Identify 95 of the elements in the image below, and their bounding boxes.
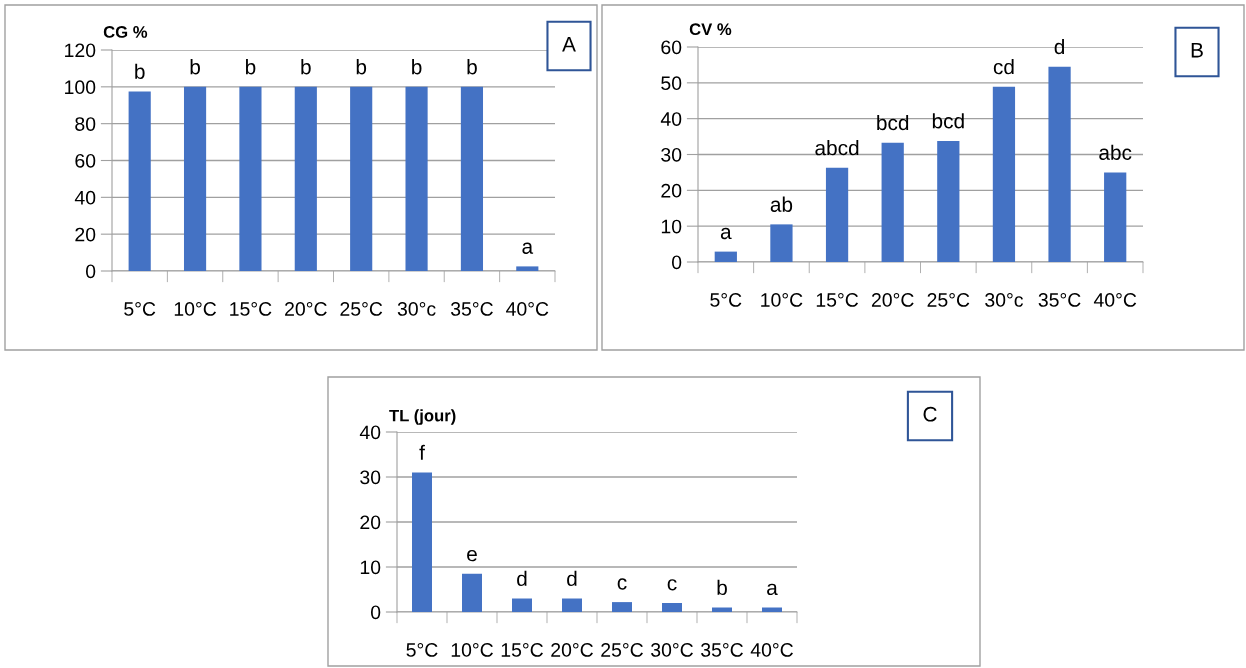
annotation: b [412,59,422,75]
bar [294,86,317,271]
y-tick-label: 0 [671,255,682,270]
annotation: d [1054,38,1065,55]
y-tick-label: 0 [85,264,96,279]
y-tick-label: 100 [65,80,96,95]
annotation: bcd [877,114,909,131]
x-tick-label: 40°C [1093,293,1137,307]
bar [350,86,373,271]
y-axis-title: TL (jour) [389,409,456,425]
x-tick-label: 10°C [451,643,493,657]
y-tick-label: 40 [660,112,682,126]
x-tick-label: 15°C [501,643,543,657]
bar [405,86,428,271]
x-tick-label: 35°C [701,643,743,657]
annotation: a [767,583,778,596]
x-tick-label: 15°C [816,293,859,307]
y-tick-label: 40 [74,190,96,205]
annotation: c [667,579,677,591]
x-tick-label: 5°C [406,643,438,657]
annotation: cd [993,59,1014,75]
y-axis-title: CV % [689,23,732,36]
x-tick-label: 5°C [124,302,156,316]
text: B [1191,43,1203,58]
x-tick-label: 20°C [871,293,914,307]
annotation: b [301,59,311,75]
x-tick-label: 35°C [450,302,493,316]
text: C [923,406,937,422]
bar [183,86,207,271]
annotation: c [617,578,627,590]
x-tick-label: 40°C [506,302,549,316]
bar [460,86,484,271]
y-tick-label: 20 [661,183,682,198]
x-tick-label: 25°C [927,293,970,307]
x-tick-label: 30°c [985,293,1023,307]
bar [412,472,432,612]
annotation: bcd [932,113,964,129]
bar [512,598,532,612]
x-tick-label: 5°C [710,293,742,307]
y-axis-title: CG % [103,26,148,38]
annotation: abcd [815,140,859,156]
annotation: b [717,579,727,596]
y-tick-label: 60 [661,40,682,55]
annotation: abc [1099,144,1132,160]
x-tick-label: 30°c [397,302,436,316]
y-tick-label: 40 [359,425,381,440]
y-tick-label: 80 [75,117,96,131]
y-tick-label: 0 [370,605,381,620]
annotation: b [135,63,145,79]
annotation: b [190,59,200,75]
bar [462,573,482,612]
annotation: ab [770,196,793,212]
bar [881,142,904,262]
x-tick-label: 35°C [1038,293,1081,307]
x-tick-label: 10°C [174,302,217,316]
x-tick-label: 15°C [230,302,272,316]
bar [1048,66,1071,262]
y-tick-label: 20 [75,227,96,242]
bar [992,86,1016,262]
y-tick-label: 50 [661,76,682,91]
bar [562,598,582,612]
y-tick-label: 120 [65,43,96,58]
text: A [562,37,576,52]
x-tick-label: 20°C [551,643,593,657]
y-tick-label: 60 [75,153,96,168]
annotation: e [467,549,477,562]
y-tick-label: 10 [661,219,682,234]
y-tick-label: 10 [360,560,381,575]
bar [239,86,262,271]
x-tick-label: 25°C [601,643,643,657]
annotation: b [356,59,367,75]
bar [662,603,682,612]
bar [825,167,849,262]
annotation: d [567,570,577,587]
x-tick-label: 40°C [750,643,793,657]
x-tick-label: 25°C [340,302,383,316]
x-tick-label: 10°C [761,293,803,307]
bar [937,140,960,262]
y-tick-label: 30 [360,470,381,485]
bar [128,91,151,271]
bar [1104,172,1127,262]
bar [770,224,793,262]
annotation: b [245,59,256,75]
bar [612,602,632,612]
annotation: f [419,444,425,460]
bar [516,266,539,271]
y-tick-label: 20 [360,515,381,530]
y-tick-label: 30 [661,147,682,162]
annotation: a [720,227,732,240]
x-tick-label: 20°C [285,302,327,316]
annotation: d [517,570,527,587]
annotation: b [467,59,477,75]
bar [714,251,737,262]
x-tick-label: 30°C [651,643,693,657]
annotation: a [522,242,534,254]
